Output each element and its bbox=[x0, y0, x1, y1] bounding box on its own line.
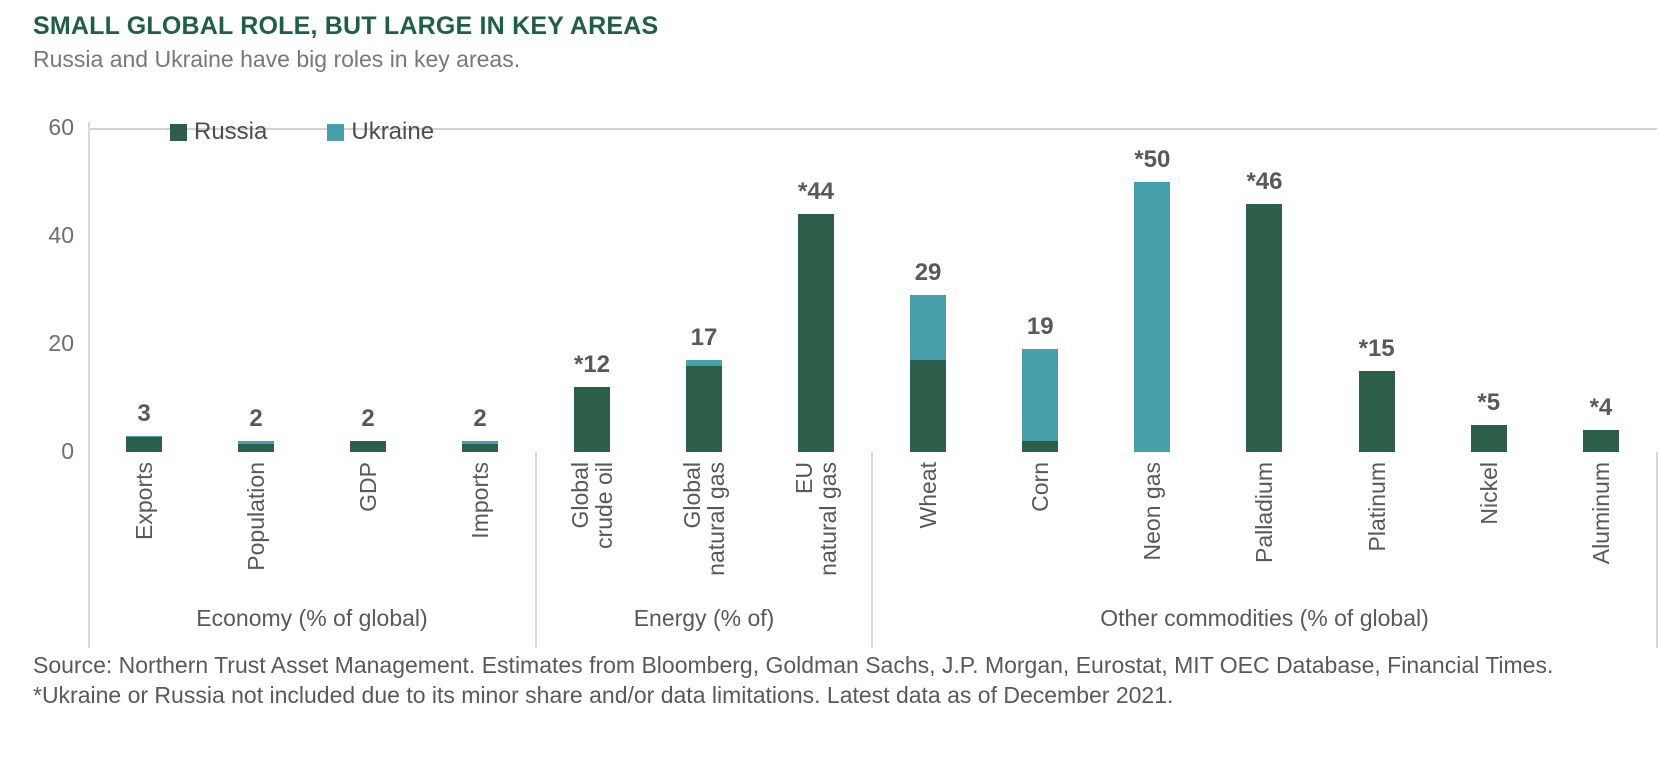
bar-segment-ukraine bbox=[1134, 182, 1171, 452]
bar-stack bbox=[350, 441, 386, 452]
bar-cell: *15 Platinum bbox=[1321, 128, 1433, 648]
bar-segment-russia bbox=[126, 437, 162, 452]
bar-stack bbox=[798, 214, 834, 452]
bar-segment-ukraine bbox=[910, 295, 947, 361]
bar-segment-ukraine bbox=[686, 360, 722, 366]
group-divider-line bbox=[1656, 452, 1658, 648]
bar-value-label: 19 bbox=[1026, 313, 1054, 341]
legend-label: Russia bbox=[194, 118, 268, 145]
bar-value-label: *44 bbox=[797, 178, 835, 206]
chart-title: SMALL GLOBAL ROLE, BUT LARGE IN KEY AREA… bbox=[33, 12, 659, 40]
y-axis-tick-label: 20 bbox=[48, 330, 74, 356]
group-label: Other commodities (% of global) bbox=[1100, 605, 1429, 631]
bar-segment-russia bbox=[686, 365, 722, 452]
bar-segment-russia bbox=[1582, 430, 1619, 452]
bar-cell: 2 GDP bbox=[312, 128, 424, 648]
bar-segment-russia bbox=[462, 443, 498, 452]
bar-value-label: *50 bbox=[1134, 146, 1171, 173]
chart-subtitle: Russia and Ukraine have big roles in key… bbox=[33, 46, 521, 72]
bar-cell: *44 EU natural gas bbox=[760, 128, 872, 648]
bar-cell: 2 Imports bbox=[424, 128, 536, 648]
bar-segment-russia bbox=[1470, 425, 1507, 452]
bar-stack bbox=[1134, 182, 1171, 452]
legend-label: Ukraine bbox=[351, 118, 435, 145]
legend-swatch-icon bbox=[170, 123, 187, 141]
bar-cell: 19 Corn bbox=[984, 128, 1096, 648]
group-divider-line bbox=[871, 452, 873, 648]
bar-cell: 29 Wheat bbox=[872, 128, 984, 648]
bar-segment-russia bbox=[1246, 203, 1283, 452]
bar-stack bbox=[238, 441, 274, 452]
bar-value-label: 2 bbox=[249, 405, 263, 433]
bar-segment-russia bbox=[574, 387, 610, 452]
bar-value-label: 29 bbox=[914, 259, 942, 287]
bar-value-label: 3 bbox=[137, 399, 151, 427]
legend: Russia Ukraine bbox=[170, 118, 434, 146]
bar-stack bbox=[462, 441, 498, 452]
bar-value-label: *5 bbox=[1477, 389, 1501, 416]
bar-value-label: *15 bbox=[1358, 335, 1395, 362]
y-axis-tick-label: 0 bbox=[61, 438, 74, 464]
bar-segment-ukraine bbox=[1022, 349, 1059, 442]
bar-segment-ukraine bbox=[126, 435, 162, 438]
bar-value-label: *4 bbox=[1589, 394, 1613, 422]
bar-cell: *5 Nickel bbox=[1433, 128, 1545, 648]
bar-stack bbox=[910, 295, 947, 452]
legend-item-russia: Russia bbox=[170, 118, 267, 146]
group-divider-line bbox=[535, 452, 537, 648]
bar-cell: *12 Global crude oil bbox=[536, 128, 648, 648]
bar-cell: 2 Population bbox=[200, 128, 312, 648]
source-note: Source: Northern Trust Asset Management.… bbox=[33, 652, 1554, 708]
legend-item-ukraine: Ukraine bbox=[327, 118, 434, 146]
bar-stack bbox=[686, 360, 722, 452]
y-axis-tick-label: 60 bbox=[48, 114, 74, 140]
bar-stack bbox=[1582, 430, 1619, 452]
bar-value-label: *12 bbox=[573, 351, 611, 379]
x-axis-baseline bbox=[88, 128, 1657, 130]
group-label: Energy (% of) bbox=[633, 605, 775, 631]
bar-value-label: *46 bbox=[1246, 167, 1283, 195]
bar-group: 29 Wheat 19 Corn *50 Neon gas *46 Palladium *15 P… bbox=[872, 128, 1657, 648]
bar-value-label: 17 bbox=[690, 324, 718, 352]
bar-group: 3 Exports 2 Population 2 GDP 2 Imports bbox=[88, 128, 536, 648]
bar-stack bbox=[126, 435, 162, 452]
bar-stack bbox=[1246, 203, 1283, 452]
bar-stack bbox=[574, 387, 610, 452]
bar-segment-russia bbox=[910, 360, 947, 452]
bar-segment-russia bbox=[350, 441, 386, 452]
group-label: Economy (% of global) bbox=[196, 605, 428, 631]
bar-segment-russia bbox=[1358, 371, 1395, 452]
bar-segment-russia bbox=[1022, 441, 1059, 452]
bar-stack bbox=[1358, 371, 1395, 452]
bar-cell: 3 Exports bbox=[88, 128, 200, 648]
bar-segment-russia bbox=[798, 214, 834, 452]
y-axis-tick-label: 40 bbox=[48, 222, 74, 248]
bar-cell: *46 Palladium bbox=[1208, 128, 1320, 648]
bar-segment-ukraine bbox=[238, 441, 274, 444]
bar-value-label: 2 bbox=[361, 405, 375, 433]
bar-value-label: 2 bbox=[473, 405, 487, 433]
bar-cell: *50 Neon gas bbox=[1096, 128, 1208, 648]
bar-segment-ukraine bbox=[462, 441, 498, 444]
bar-cell: *4 Aluminum bbox=[1545, 128, 1657, 648]
legend-swatch-icon bbox=[327, 123, 345, 141]
bar-segment-russia bbox=[238, 443, 274, 452]
bar-group: *12 Global crude oil 17 Global natural gas *… bbox=[536, 128, 872, 648]
bar-stack bbox=[1470, 425, 1507, 452]
bar-stack bbox=[1022, 349, 1059, 452]
bar-cell: 17 Global natural gas bbox=[648, 128, 760, 648]
chart-area: Russia Ukraine 3 Exports 2 Population 2 GDP 2 Im… bbox=[48, 114, 1658, 648]
y-axis-line bbox=[88, 122, 90, 648]
